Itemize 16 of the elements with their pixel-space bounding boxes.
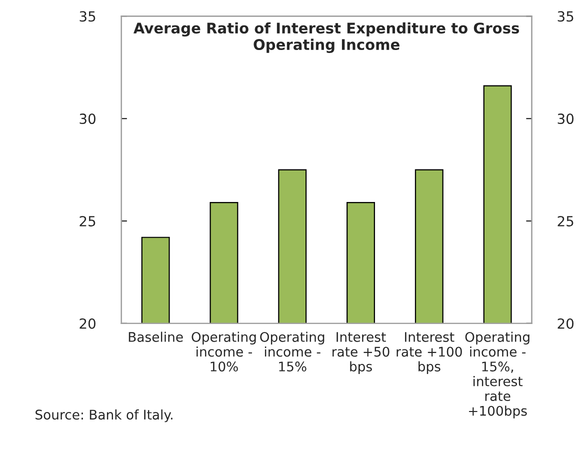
y-tick-label: 25	[80, 216, 96, 226]
x-tick-label: Operating income - 15%, interest rate +100bps	[465, 332, 530, 418]
x-tick-label: Baseline	[128, 332, 183, 342]
source-note: Source: Bank of Italy.	[36, 409, 172, 422]
x-tick-label: Operating income - 15%	[260, 332, 324, 372]
y-tick-label: 30	[80, 114, 96, 124]
y2-tick-label: 20	[558, 318, 574, 329]
y2-tick-label: 30	[558, 114, 574, 124]
y2-tick-label: 25	[558, 216, 574, 226]
x-tick-label: Interest rate +100 bps	[396, 332, 462, 374]
y2-tick-label: 35	[558, 11, 574, 22]
x-tick-label: Operating income - 10%	[192, 332, 256, 372]
y-tick-label: 35	[80, 11, 96, 22]
y-tick-label: 20	[80, 318, 96, 329]
x-tick-label: Interest rate +50 bps	[332, 332, 390, 374]
text: Average Ratio of Interest Expenditure to Gross Operating Income	[134, 22, 520, 53]
